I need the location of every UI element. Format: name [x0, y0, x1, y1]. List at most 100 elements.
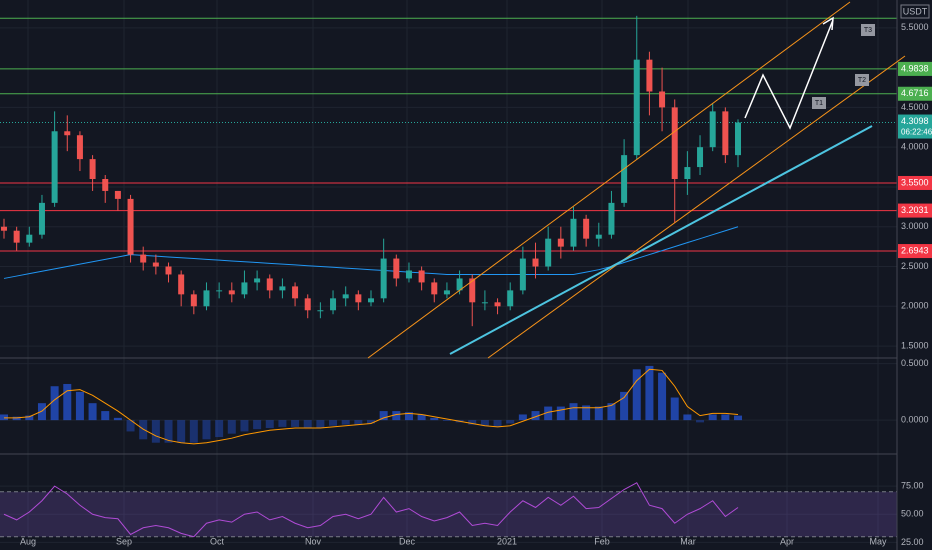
candle-body — [114, 190, 121, 199]
y-tick-label: 5.5000 — [901, 22, 929, 32]
x-tick-label: Aug — [20, 536, 36, 546]
x-tick-label: Dec — [399, 536, 416, 546]
macd-bar — [75, 391, 84, 421]
macd-bar — [582, 405, 591, 421]
macd-bar — [151, 420, 160, 443]
candle-body — [583, 218, 590, 239]
y-tick-label: 50.00 — [901, 509, 924, 519]
candle-body — [304, 298, 311, 311]
candle-body — [1, 226, 7, 231]
candle-body — [64, 131, 71, 136]
y-tick-label: 2.5000 — [901, 261, 929, 271]
candle-body — [633, 59, 640, 156]
candle-body — [557, 238, 564, 247]
macd-bar — [63, 383, 72, 421]
x-tick-label: Feb — [594, 536, 610, 546]
target-box — [861, 24, 875, 36]
candle-body — [368, 298, 374, 303]
macd-bar — [721, 414, 730, 421]
level-label-box — [898, 175, 932, 190]
macd-bar — [556, 406, 565, 421]
candle-body — [671, 107, 678, 179]
macd-bar — [240, 420, 249, 432]
candle-body — [418, 270, 425, 283]
currency-label: USDT — [903, 6, 928, 16]
candle-body — [38, 202, 45, 235]
y-tick-label: 4.5000 — [901, 102, 929, 112]
candle-body — [532, 258, 539, 267]
candle-body — [405, 270, 412, 279]
macd-bar — [329, 420, 338, 426]
candle-body — [51, 131, 58, 203]
level-label: 3.5500 — [901, 177, 929, 187]
y-tick-label: 25.00 — [901, 537, 924, 547]
macd-bar — [569, 403, 578, 421]
macd-bar — [164, 420, 173, 443]
macd-bar — [392, 411, 401, 421]
macd-bar — [25, 415, 34, 421]
candle-body — [292, 286, 299, 299]
candle-body — [165, 266, 172, 275]
level-label: 2.6943 — [901, 245, 929, 255]
macd-bar — [670, 397, 679, 421]
macd-bar — [189, 420, 198, 443]
rsi-band — [0, 491, 897, 537]
y-tick-label: 4.0000 — [901, 142, 929, 152]
macd-bar — [291, 420, 300, 427]
x-tick-label: May — [869, 536, 887, 546]
countdown-label: 06:22:46 — [901, 128, 932, 137]
target-label: T3 — [864, 27, 872, 34]
macd-bar — [177, 420, 186, 443]
level-label-box — [898, 203, 932, 218]
projection-path — [744, 19, 834, 130]
macd-bar — [341, 420, 350, 425]
macd-bar — [101, 411, 110, 421]
last-price-box — [898, 114, 932, 139]
macd-bar — [683, 414, 692, 421]
candle-body — [266, 278, 273, 291]
level-label: 4.9838 — [901, 63, 929, 73]
candle-body — [228, 290, 235, 295]
candle-body — [178, 274, 185, 295]
grid — [0, 0, 897, 543]
macd-bar — [126, 420, 135, 432]
candle-body — [380, 258, 387, 299]
candle-body — [393, 258, 400, 279]
candle-body — [89, 159, 96, 179]
y-tick-label: 3.0000 — [901, 221, 929, 231]
candle-body — [481, 302, 488, 304]
macd-bar — [594, 406, 603, 421]
macd-bar — [404, 412, 413, 421]
macd-bar — [708, 414, 717, 421]
candle-body — [355, 294, 362, 303]
x-tick-label: Apr — [780, 536, 794, 546]
macd-bar — [113, 417, 122, 421]
macd-bar — [50, 386, 59, 421]
level-label-box — [898, 244, 932, 259]
macd-bar — [37, 403, 46, 421]
candle-body — [697, 147, 704, 168]
macd-bar — [696, 420, 705, 423]
candle-body — [203, 290, 210, 307]
candle-body — [431, 282, 438, 295]
candle-body — [76, 135, 83, 160]
last-price-label: 4.3098 — [901, 116, 929, 126]
candle-body — [330, 298, 337, 311]
macd-bar — [316, 420, 325, 429]
macd-bar — [354, 420, 363, 425]
candle-body — [317, 310, 324, 312]
candle-body — [342, 294, 349, 299]
level-label: 4.6716 — [901, 88, 929, 98]
target-box — [855, 74, 869, 86]
candle-body — [659, 91, 666, 108]
candle-body — [102, 179, 109, 191]
channel-lower — [487, 55, 906, 359]
macd-bar — [88, 403, 97, 421]
candle-body — [519, 258, 526, 291]
y-tick-label: 75.00 — [901, 481, 924, 491]
macd-bar — [417, 414, 426, 421]
candle-body — [608, 202, 615, 235]
candle-body — [469, 278, 476, 303]
candle-body — [595, 234, 602, 239]
